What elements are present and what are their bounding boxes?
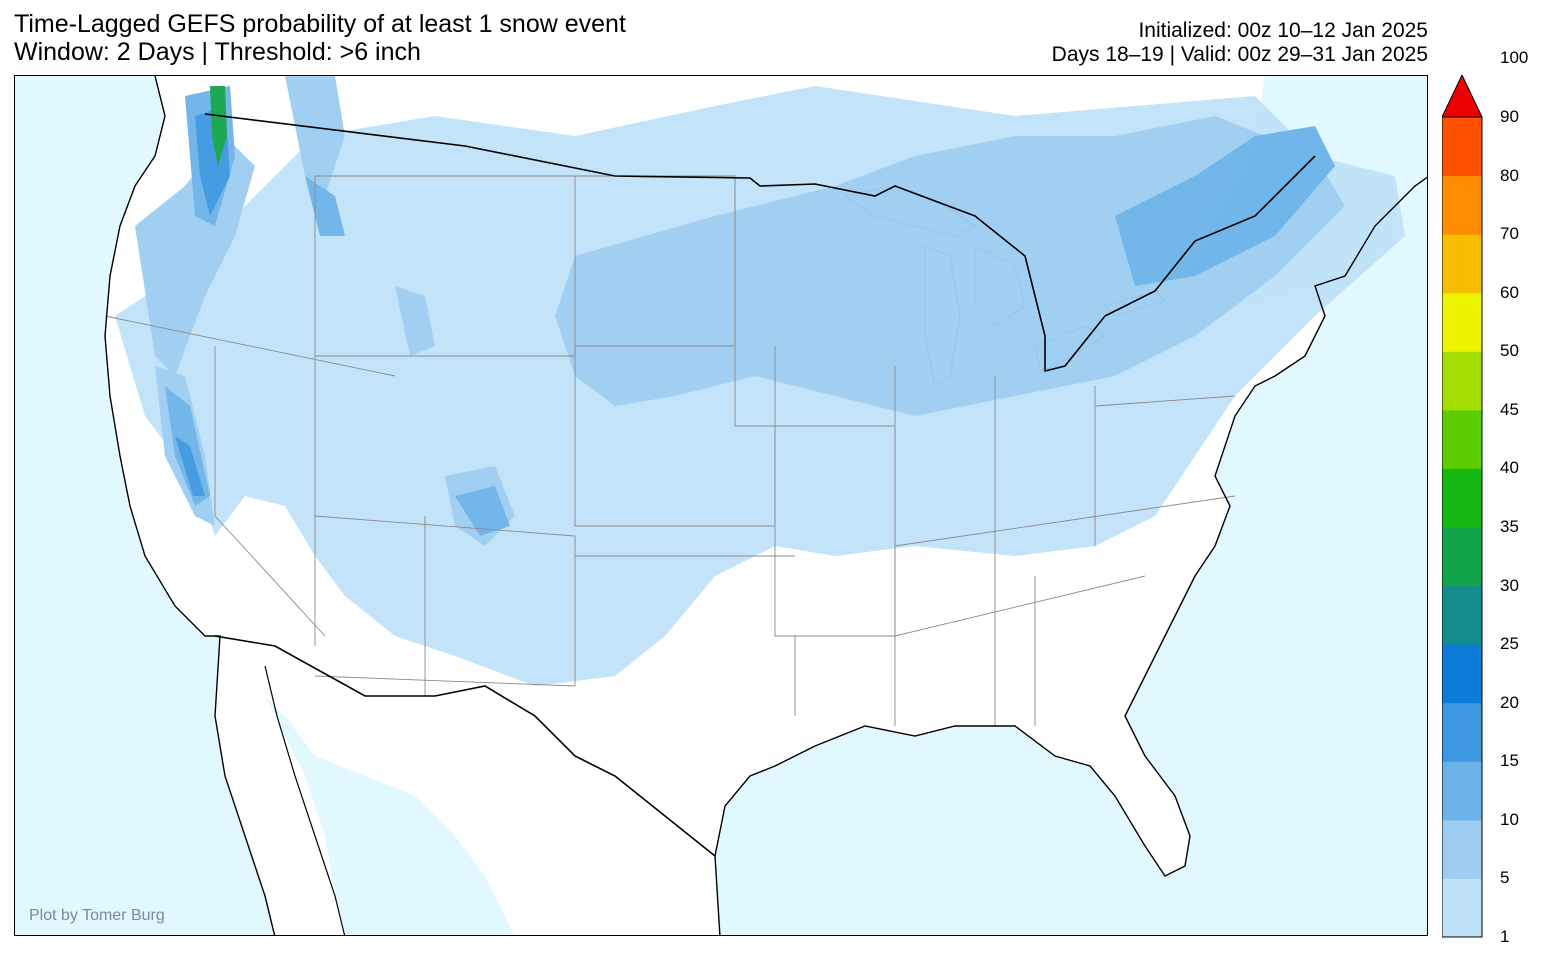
colorbar-tick-label: 100: [1500, 48, 1529, 68]
country-borders: [204, 113, 1316, 857]
colorbar-tick-label: 5: [1500, 868, 1510, 888]
colorbar-max-arrow: [1442, 75, 1483, 118]
colorbar-frame: [1442, 116, 1483, 938]
colorbar-segment: [1442, 819, 1482, 879]
colorbar-segment: [1442, 409, 1482, 469]
map-svg: [15, 76, 1427, 935]
colorbar-tick-label: 25: [1500, 634, 1519, 654]
colorbar-tick-label: 70: [1500, 224, 1519, 244]
colorbar-tick-label: 10: [1500, 809, 1519, 829]
map-title: Time-Lagged GEFS probability of at least…: [14, 10, 626, 38]
colorbar-tick-label: 90: [1500, 107, 1519, 126]
colorbar-tick-label: 1: [1500, 927, 1510, 946]
baja-coast: [264, 665, 346, 935]
colorbar-tick-label: 40: [1500, 458, 1519, 478]
valid-label: Days 18–19 | Valid: 00z 29–31 Jan 2025: [1051, 43, 1428, 66]
map-subtitle: Window: 2 Days | Threshold: >6 inch: [14, 38, 421, 66]
colorbar-segment: [1442, 644, 1482, 704]
colorbar-segment: [1442, 527, 1482, 587]
colorbar-segment: [1442, 878, 1482, 938]
colorbar-tick-label: 45: [1500, 399, 1519, 419]
colorbar-tick-label: 20: [1500, 692, 1519, 712]
pacific-ocean: [15, 76, 275, 935]
colorbar-segment: [1442, 175, 1482, 235]
credit-label: Plot by Tomer Burg: [29, 907, 165, 924]
run-info: Initialized: 00z 10–12 Jan 2025 Days 18–…: [1052, 19, 1428, 67]
colorbar-tick-label: 50: [1500, 341, 1519, 361]
colorbar-segment: [1442, 292, 1482, 352]
colorbar-tick-label: 80: [1500, 165, 1519, 185]
state-boundaries: [104, 175, 1236, 726]
coastline: [104, 76, 1427, 935]
colorbar-segment: [1442, 351, 1482, 411]
colorbar-tick-label: 15: [1500, 751, 1519, 771]
colorbar: [1442, 75, 1483, 938]
map-panel: [14, 75, 1428, 936]
title-block: Time-Lagged GEFS probability of at least…: [14, 10, 626, 66]
probability-shading: [115, 76, 1405, 686]
colorbar-segment: [1442, 117, 1482, 177]
colorbar-tick-label: 35: [1500, 517, 1519, 536]
gulf-of-mexico: [715, 177, 1427, 935]
colorbar-tick-label: 60: [1500, 282, 1519, 302]
initialized-label: Initialized: 00z 10–12 Jan 2025: [1138, 19, 1428, 42]
colorbar-tick-label: 30: [1500, 575, 1519, 595]
colorbar-segment: [1442, 234, 1482, 294]
colorbar-segment: [1442, 702, 1482, 762]
colorbar-segment: [1442, 761, 1482, 821]
colorbar-segment: [1442, 585, 1482, 645]
colorbar-segment: [1442, 468, 1482, 528]
